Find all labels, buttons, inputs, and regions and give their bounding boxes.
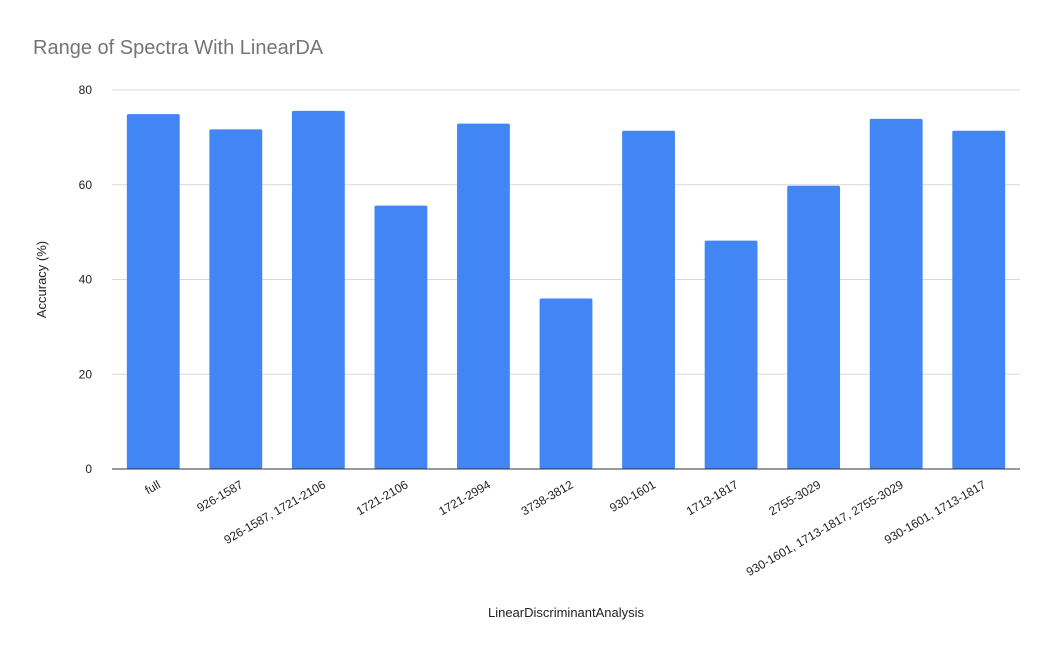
x-tick-label: 1721-2994	[436, 477, 493, 518]
x-tick-label: full	[142, 477, 162, 497]
bar	[539, 298, 593, 469]
bar	[126, 114, 180, 469]
bar	[869, 118, 923, 470]
y-tick-label: 20	[79, 367, 93, 381]
chart-title: Range of Spectra With LinearDA	[33, 37, 324, 59]
bar	[209, 129, 263, 470]
bars	[126, 110, 1006, 470]
x-tick-label: 3738-3812	[519, 477, 576, 518]
x-tick-label: 926-1587	[194, 477, 245, 515]
bar	[622, 130, 675, 469]
y-tick-label: 40	[79, 273, 93, 287]
y-axis-label: Accuracy (%)	[34, 241, 49, 318]
x-axis-label: LinearDiscriminantAnalysis	[488, 605, 645, 620]
x-tick-label: 1713-1817	[684, 477, 741, 518]
y-tick-label: 80	[79, 83, 93, 97]
bar	[704, 240, 758, 469]
bar	[457, 123, 510, 469]
y-tick-label: 60	[79, 178, 93, 192]
x-tick-label: 2755-3029	[766, 477, 823, 518]
y-tick-label: 0	[85, 462, 92, 476]
bar	[952, 130, 1006, 469]
x-tick-label: 930-1601, 1713-1817, 2755-3029	[744, 477, 906, 579]
x-tick-label: 1721-2106	[354, 477, 411, 518]
bar	[374, 205, 428, 469]
bar	[291, 110, 345, 469]
bar	[787, 185, 841, 469]
y-axis-ticks: 0 20 40 60 80	[79, 83, 93, 476]
x-tick-label: 930-1601	[607, 477, 658, 515]
